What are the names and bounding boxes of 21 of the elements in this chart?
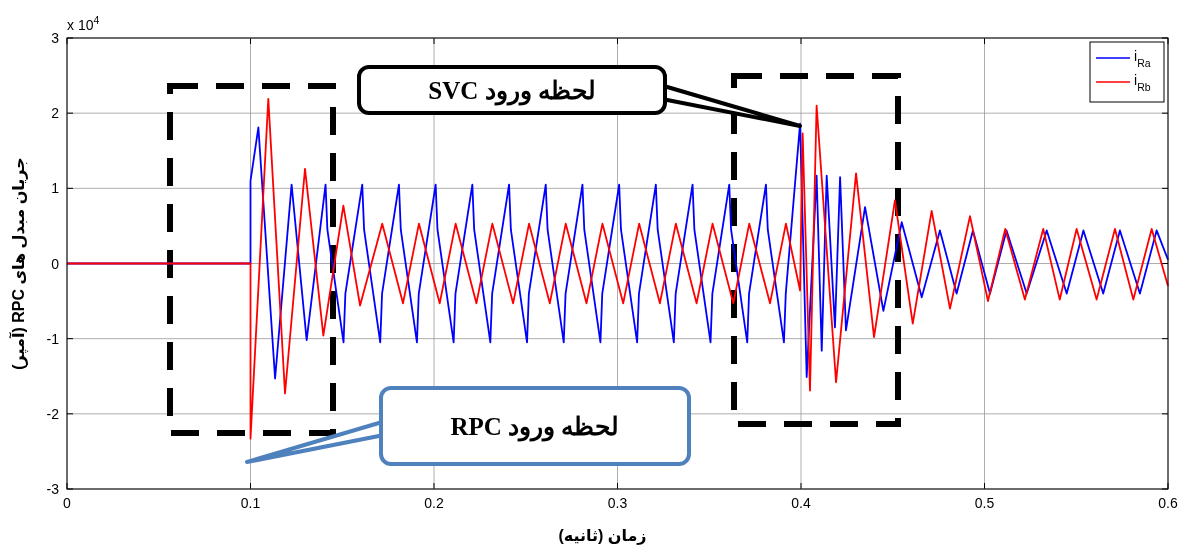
- y-tick-label: 2: [51, 105, 60, 122]
- y-tick-label: 1: [51, 180, 60, 197]
- x-tick-label: 0.6: [1158, 495, 1178, 511]
- x-tick-label: 0.3: [607, 495, 628, 511]
- y-tick-label: -2: [46, 405, 60, 422]
- x-tick-label: 0.4: [791, 495, 811, 511]
- text: x 10$^{4}$: [67, 14, 100, 33]
- y-tick-label: -1: [46, 330, 60, 347]
- y-tick-label: 0: [51, 255, 60, 272]
- x-tick-label: 0.1: [240, 495, 261, 511]
- x-tick-label: 0.2: [424, 495, 444, 511]
- x-axis-title: زمان (ثانیه): [558, 527, 647, 545]
- y-tick-label: 3: [51, 30, 60, 46]
- annotation: لحظه ورود SVC: [428, 77, 596, 106]
- legend-label: i$_{Rb}$: [1134, 72, 1151, 93]
- annotation: لحظه ورود RPC: [450, 413, 620, 442]
- y-axis-title: جریان مبدل های RPC (آمپر): [8, 157, 29, 370]
- legend-label: i$_{Ra}$: [1134, 48, 1151, 69]
- y-tick-label: -3: [46, 481, 60, 497]
- x-tick-label: 0.5: [974, 495, 995, 511]
- x-tick-label: 0: [63, 495, 72, 511]
